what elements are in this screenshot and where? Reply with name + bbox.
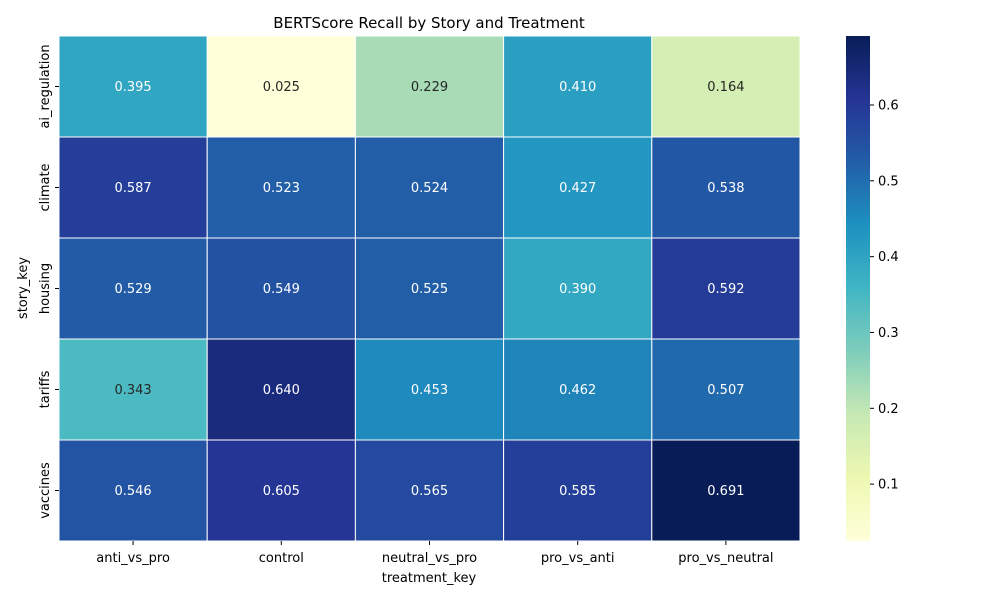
cell-value-label: 0.164 [707, 80, 744, 95]
colorbar-tick-label: 0.6 [878, 99, 899, 114]
heatmap-cells [58, 35, 801, 542]
y-tick-label: housing [38, 263, 53, 314]
heatmap-cell [651, 439, 801, 542]
heatmap-cell [354, 136, 505, 239]
heatmap-cell [503, 35, 653, 138]
colorbar-gradient [846, 36, 870, 541]
x-tick-label: control [259, 551, 304, 566]
heatmap-cell [503, 237, 653, 340]
colorbar-tick-label: 0.2 [878, 402, 899, 417]
colorbar-tick-label: 0.1 [878, 478, 899, 493]
cell-value-label: 0.538 [707, 181, 744, 196]
colorbar-tick-label: 0.5 [878, 174, 899, 189]
heatmap-cell [651, 35, 801, 138]
cell-value-label: 0.507 [707, 383, 744, 398]
cell-value-label: 0.529 [114, 282, 151, 297]
heatmap-cell [206, 237, 356, 340]
cell-value-label: 0.395 [114, 80, 151, 95]
heatmap-cell [58, 439, 208, 542]
cell-value-label: 0.585 [559, 484, 596, 499]
heatmap-cell [206, 338, 356, 441]
x-tick-label: pro_vs_neutral [678, 551, 773, 566]
cell-value-label: 0.523 [263, 181, 300, 196]
cell-value-label: 0.462 [559, 383, 596, 398]
heatmap-cell [206, 439, 356, 542]
y-tick-label: tariffs [38, 370, 53, 408]
y-tick-label: vaccines [38, 462, 53, 519]
colorbar: 0.1 0.2 0.3 0.4 0.5 0.6 [846, 36, 899, 541]
y-axis-label: story_key [16, 257, 31, 319]
cell-value-label: 0.524 [411, 181, 448, 196]
x-tick-label: anti_vs_pro [96, 551, 170, 566]
x-axis: anti_vs_pro control neutral_vs_pro pro_vs_a… [96, 541, 774, 566]
cell-value-label: 0.427 [559, 181, 596, 196]
cell-value-label: 0.691 [707, 484, 744, 499]
heatmap-cell [503, 338, 653, 441]
heatmap-cell [58, 136, 208, 239]
chart-title: BERTScore Recall by Story and Treatment [273, 14, 585, 32]
heatmap-cell [354, 237, 505, 340]
heatmap-cell [651, 237, 801, 340]
y-tick-label: ai_regulation [38, 44, 53, 128]
cell-value-label: 0.549 [263, 282, 300, 297]
colorbar-tick-label: 0.3 [878, 326, 899, 341]
heatmap-cell [354, 439, 505, 542]
cell-value-labels: 0.395 0.025 0.229 0.410 0.164 0.587 0.523 0.524… [114, 80, 744, 499]
y-tick-label: climate [38, 163, 53, 211]
cell-value-label: 0.410 [559, 80, 596, 95]
heatmap-cell [354, 338, 505, 441]
cell-value-label: 0.025 [263, 80, 300, 95]
heatmap-cell [354, 35, 505, 138]
heatmap-cell [651, 136, 801, 239]
heatmap-cell [651, 338, 801, 441]
heatmap-cell [58, 35, 208, 138]
cell-value-label: 0.587 [114, 181, 151, 196]
cell-value-label: 0.546 [114, 484, 151, 499]
cell-value-label: 0.640 [263, 383, 300, 398]
x-tick-label: neutral_vs_pro [382, 551, 477, 566]
cell-value-label: 0.525 [411, 282, 448, 297]
cell-value-label: 0.605 [263, 484, 300, 499]
heatmap-cell [206, 35, 356, 138]
x-axis-label: treatment_key [382, 571, 477, 586]
x-tick-label: pro_vs_anti [541, 551, 615, 566]
cell-value-label: 0.453 [411, 383, 448, 398]
cell-value-label: 0.390 [559, 282, 596, 297]
cell-value-label: 0.343 [114, 383, 151, 398]
cell-value-label: 0.565 [411, 484, 448, 499]
colorbar-tick-label: 0.4 [878, 250, 899, 265]
cell-value-label: 0.592 [707, 282, 744, 297]
cell-value-label: 0.229 [411, 80, 448, 95]
